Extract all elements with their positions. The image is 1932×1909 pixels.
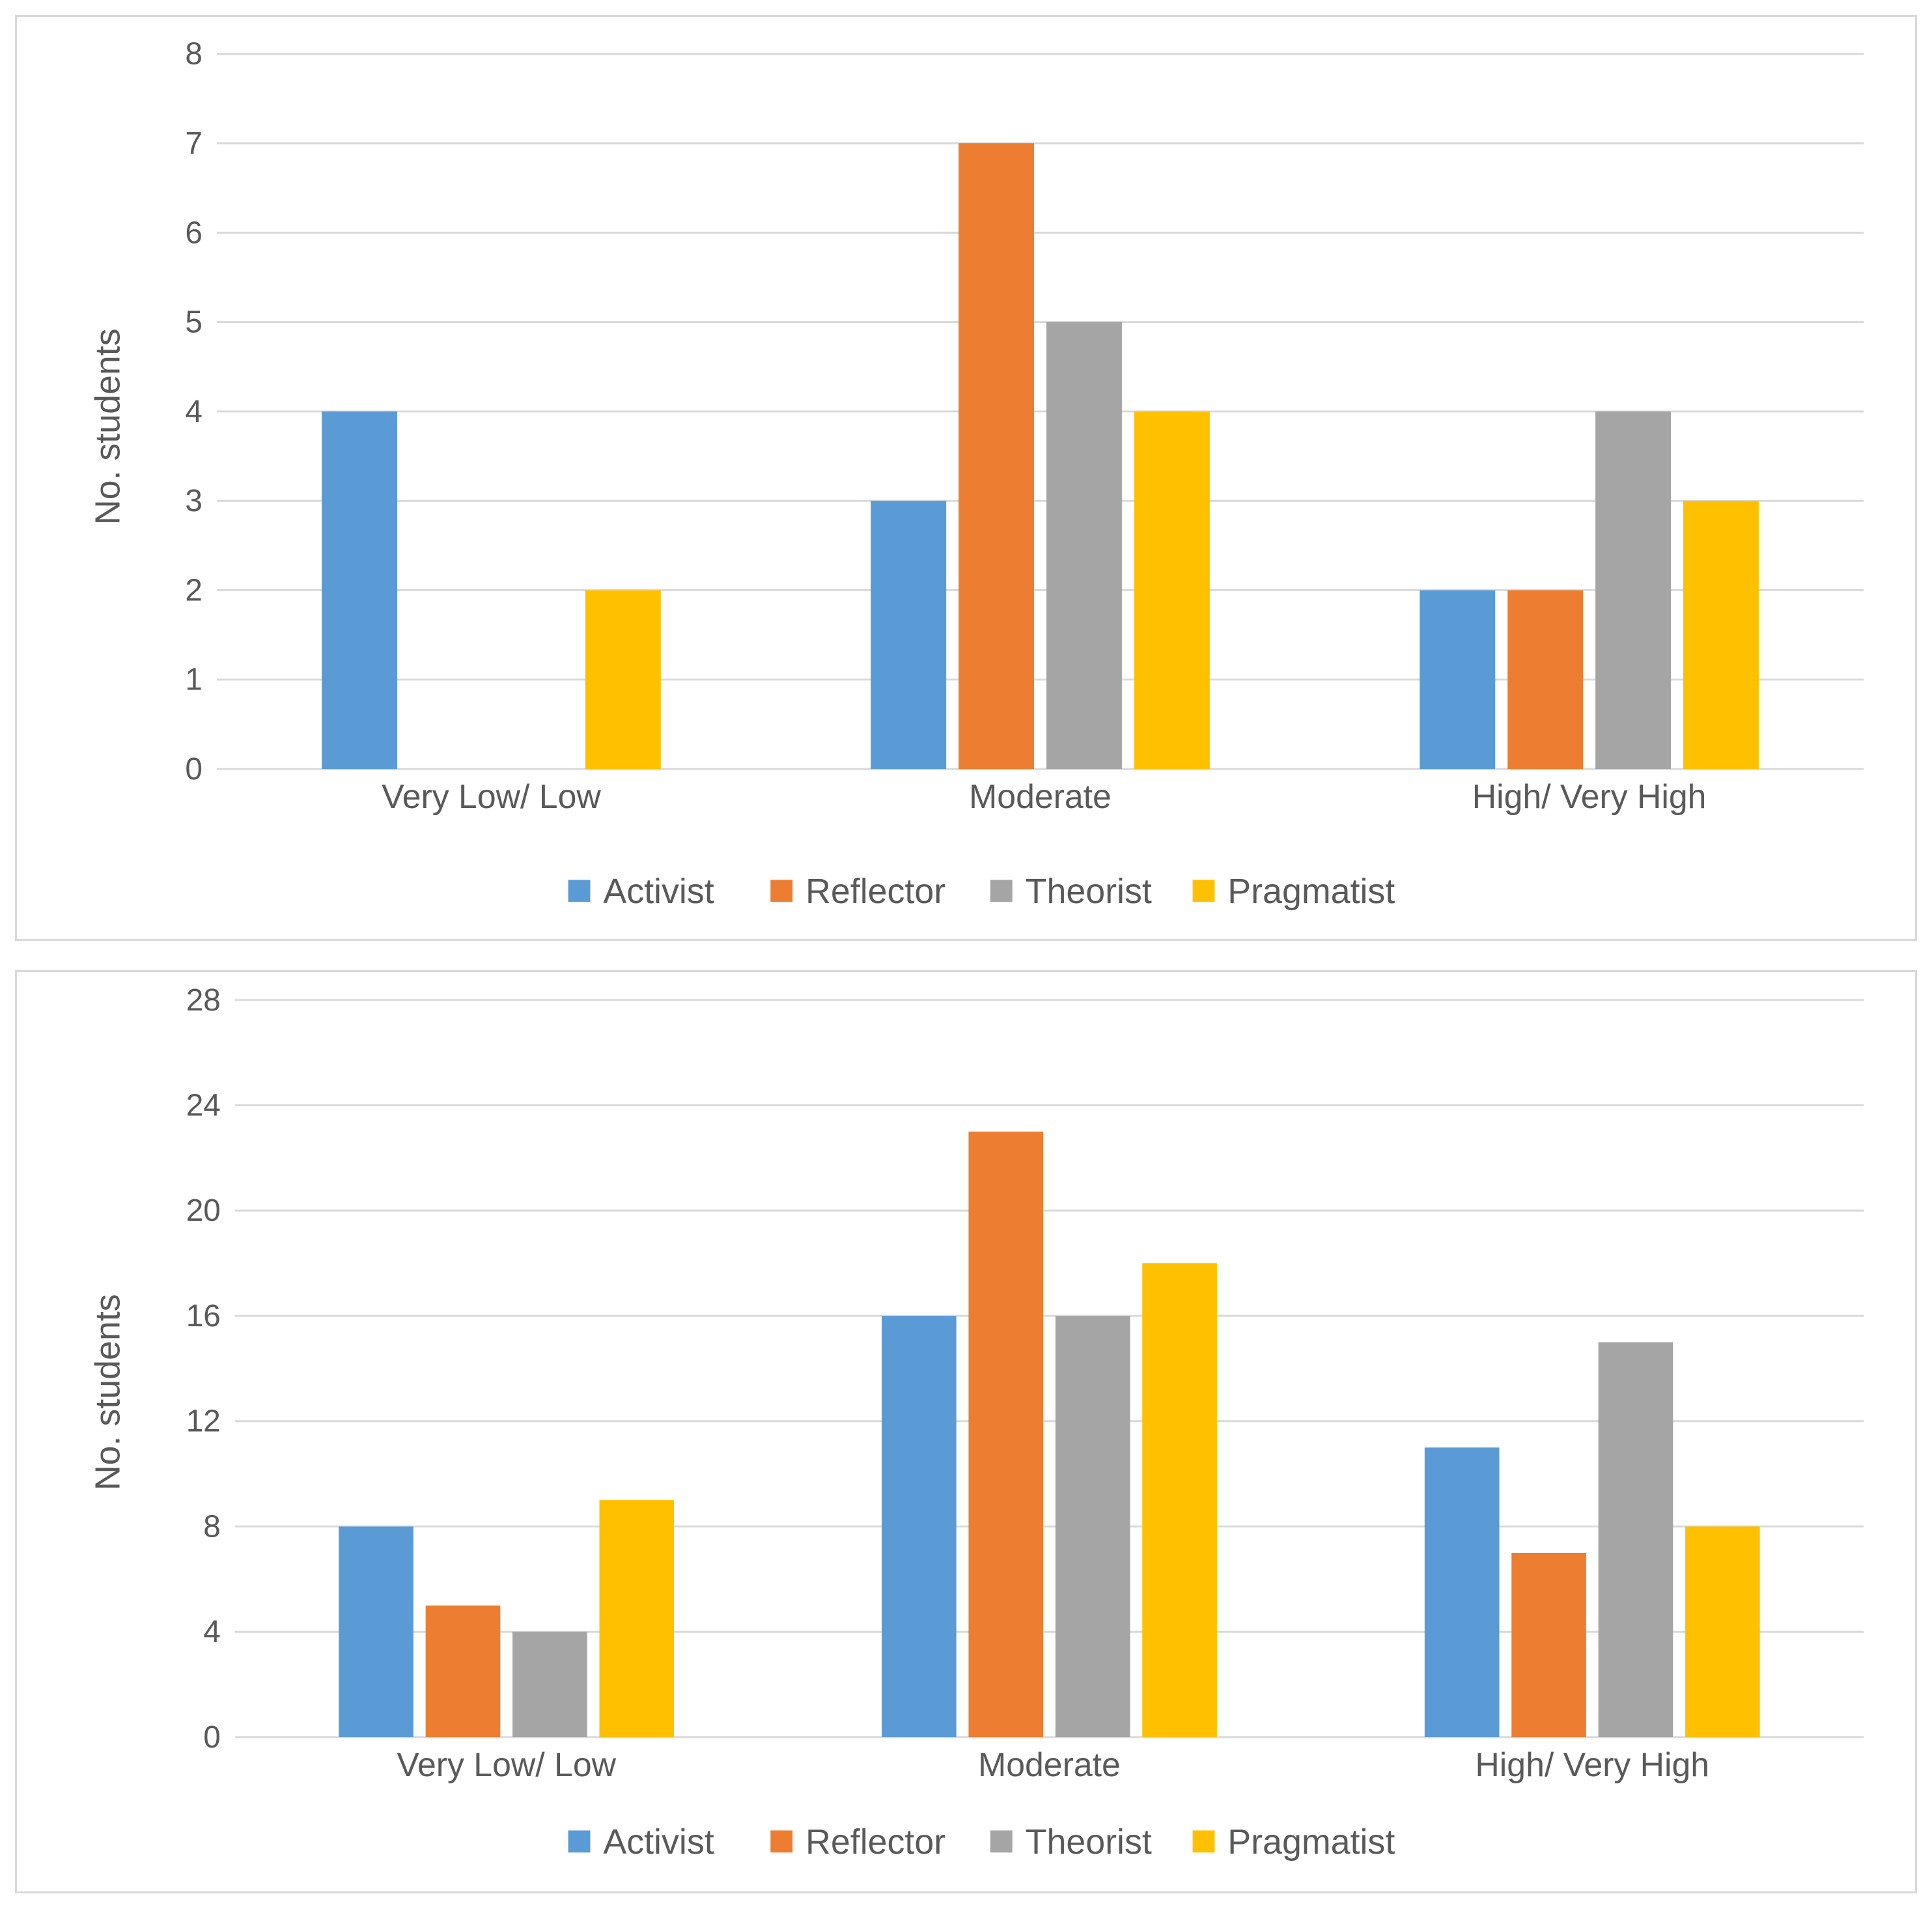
- legend-label-activist: Activist: [603, 1822, 714, 1861]
- y-tick-label: 1: [185, 663, 203, 697]
- y-tick-label: 5: [185, 305, 203, 340]
- bar-theorist-3: [1595, 411, 1672, 770]
- bar-activist-1: [322, 411, 398, 770]
- y-tick-label: 20: [186, 1193, 221, 1228]
- y-tick-label: 6: [185, 216, 203, 250]
- legend: Activist Reflector Theorist Pragmatist: [568, 1822, 1395, 1861]
- bar-pragmatist-1: [585, 590, 661, 770]
- bar-theorist-1: [512, 1632, 587, 1738]
- bar-theorist-3: [1598, 1342, 1673, 1738]
- bar-activist-3: [1420, 590, 1496, 770]
- legend-label-reflector: Reflector: [805, 1822, 945, 1861]
- y-tick-label: 24: [186, 1088, 221, 1122]
- legend-swatch-reflector: [770, 1830, 793, 1853]
- y-tick-label: 8: [203, 1509, 221, 1544]
- bar-activist-3: [1424, 1447, 1500, 1738]
- legend-label-activist: Activist: [603, 872, 714, 911]
- x-category-label: Very Low/ Low: [397, 1746, 616, 1783]
- legend-label-theorist: Theorist: [1026, 1822, 1152, 1861]
- y-tick-label: 12: [186, 1404, 221, 1439]
- bar-reflector-2: [959, 143, 1035, 770]
- chart-top: 0 1 2 3 4 5 6 7 8 Very Low/ Low Moderate High/ Very…: [89, 37, 1864, 911]
- bar-pragmatist-3: [1685, 1526, 1760, 1738]
- bar-reflector-3: [1511, 1552, 1586, 1738]
- bar-activist-2: [871, 501, 947, 770]
- y-tick-label: 3: [185, 484, 203, 518]
- legend-swatch-pragmatist: [1192, 1830, 1215, 1853]
- bar-pragmatist-1: [599, 1500, 675, 1738]
- x-category-label: Moderate: [969, 777, 1112, 815]
- bar-reflector-2: [968, 1131, 1044, 1738]
- legend: Activist Reflector Theorist Pragmatist: [568, 872, 1395, 911]
- bar-pragmatist-2: [1142, 1263, 1217, 1738]
- chart-panel-bottom: 0 4 8 12 16 20 24 28 Very Low/ Low Moderate High/ …: [15, 970, 1917, 1893]
- legend-swatch-activist: [568, 880, 591, 902]
- x-category-label: High/ Very High: [1472, 777, 1707, 815]
- x-category-label: Moderate: [978, 1746, 1121, 1783]
- x-category-label: Very Low/ Low: [382, 777, 601, 815]
- y-tick-label: 8: [185, 37, 203, 72]
- legend-label-pragmatist: Pragmatist: [1227, 872, 1395, 911]
- y-tick-label: 16: [186, 1299, 221, 1333]
- chart-panel-top: 0 1 2 3 4 5 6 7 8 Very Low/ Low Moderate High/ Very…: [15, 15, 1917, 941]
- legend-swatch-pragmatist: [1192, 880, 1215, 902]
- y-tick-label: 2: [185, 573, 203, 607]
- bar-reflector-1: [425, 1605, 501, 1738]
- bar-activist-2: [882, 1316, 957, 1738]
- bar-pragmatist-2: [1134, 411, 1210, 770]
- legend-label-pragmatist: Pragmatist: [1227, 1822, 1395, 1861]
- bar-activist-1: [339, 1526, 413, 1738]
- bar-theorist-2: [1055, 1316, 1130, 1738]
- y-axis-title: No. students: [89, 1294, 128, 1490]
- chart-bottom: 0 4 8 12 16 20 24 28 Very Low/ Low Moderate High/ …: [89, 983, 1864, 1861]
- legend-swatch-theorist: [990, 880, 1013, 902]
- y-tick-label: 28: [186, 983, 221, 1018]
- y-tick-label: 0: [185, 752, 203, 787]
- legend-swatch-reflector: [770, 880, 793, 902]
- y-tick-label: 4: [203, 1615, 221, 1649]
- y-tick-label: 0: [203, 1720, 221, 1755]
- y-axis-title: No. students: [89, 328, 128, 525]
- y-tick-label: 7: [185, 126, 203, 161]
- bar-pragmatist-3: [1683, 501, 1759, 770]
- legend-swatch-activist: [568, 1830, 591, 1853]
- y-tick-label: 4: [185, 395, 203, 429]
- bar-reflector-3: [1507, 590, 1584, 770]
- legend-label-reflector: Reflector: [805, 872, 945, 911]
- bar-theorist-2: [1046, 322, 1122, 770]
- x-category-label: High/ Very High: [1475, 1746, 1709, 1783]
- legend-label-theorist: Theorist: [1026, 872, 1152, 911]
- legend-swatch-theorist: [990, 1830, 1013, 1853]
